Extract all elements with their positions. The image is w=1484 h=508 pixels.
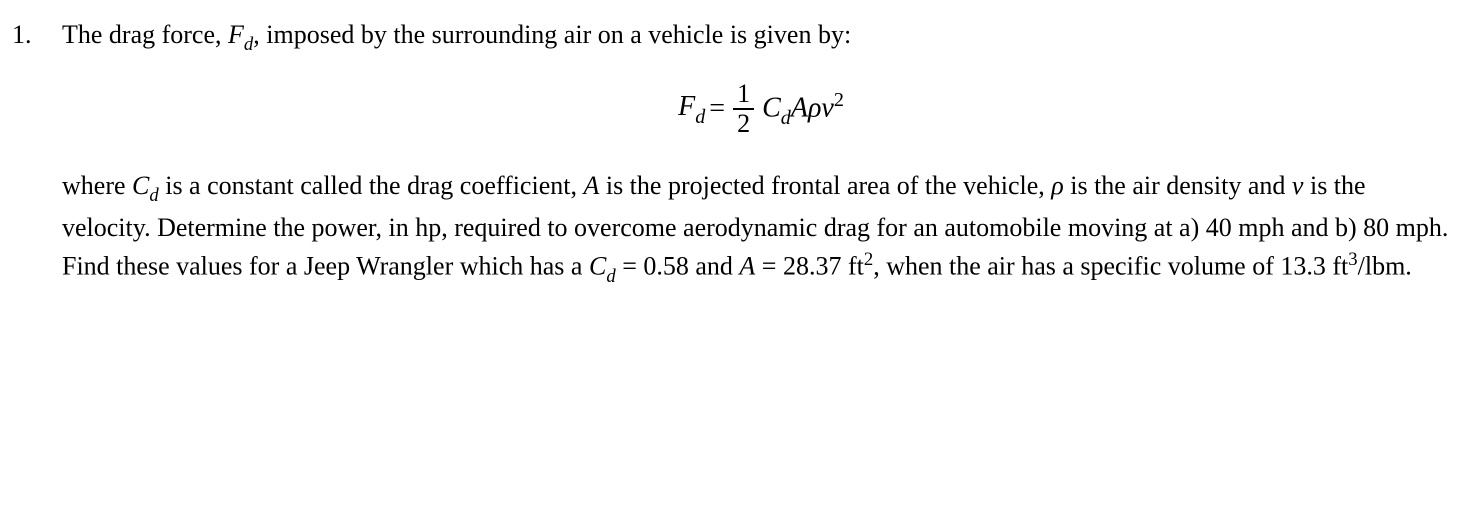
eq-A: A [791, 93, 808, 124]
problem-intro: The drag force, Fd, imposed by the surro… [62, 16, 1460, 57]
eq-C: C [762, 93, 781, 124]
variable-rho: ρ [1051, 171, 1070, 200]
problem-number: 1. [12, 16, 40, 289]
variable-A2: A [739, 252, 755, 281]
eq-lhs-sub: d [695, 106, 705, 128]
text-segment: /lbm. [1358, 252, 1412, 281]
eq-frac-den: 2 [733, 110, 754, 137]
variable-A: A [583, 171, 599, 200]
problem-body: The drag force, Fd, imposed by the surro… [62, 16, 1460, 289]
eq-v: v [821, 93, 833, 124]
eq-C-sub: d [781, 107, 791, 129]
eq-lhs-var: F [678, 91, 695, 122]
variable-Cd2: C [589, 252, 606, 281]
unit-ft2-sup: 2 [864, 249, 873, 270]
text-segment: = 0.58 and [616, 252, 740, 281]
text-segment: , when the air has a specific volume of … [873, 252, 1348, 281]
eq-frac-num: 1 [733, 81, 754, 110]
text-segment: is a constant called the drag coefficien… [159, 171, 584, 200]
unit-ft3-sup: 3 [1348, 249, 1357, 270]
variable-F: F [228, 20, 244, 49]
eq-fraction: 1 2 [733, 81, 754, 137]
eq-v-sup: 2 [834, 89, 844, 111]
problem-body-text: where Cd is a constant called the drag c… [62, 167, 1460, 289]
text-segment: where [62, 171, 132, 200]
text-segment: is the projected frontal area of the veh… [599, 171, 1051, 200]
text-segment: = 28.37 ft [755, 252, 864, 281]
variable-Cd: C [132, 171, 149, 200]
eq-rho: ρ [808, 93, 821, 124]
text-segment: , imposed by the surrounding air on a ve… [253, 20, 851, 49]
text-segment: The drag force, [62, 20, 228, 49]
variable-F-sub: d [244, 34, 253, 55]
problem: 1. The drag force, Fd, imposed by the su… [12, 16, 1460, 289]
variable-v: v [1292, 171, 1310, 200]
variable-Cd2-sub: d [606, 266, 615, 287]
text-segment: is the air density and [1070, 171, 1292, 200]
equation: Fd = 1 2 CdAρv2 [62, 81, 1460, 137]
variable-Cd-sub: d [149, 185, 158, 206]
eq-equals: = [709, 89, 725, 130]
